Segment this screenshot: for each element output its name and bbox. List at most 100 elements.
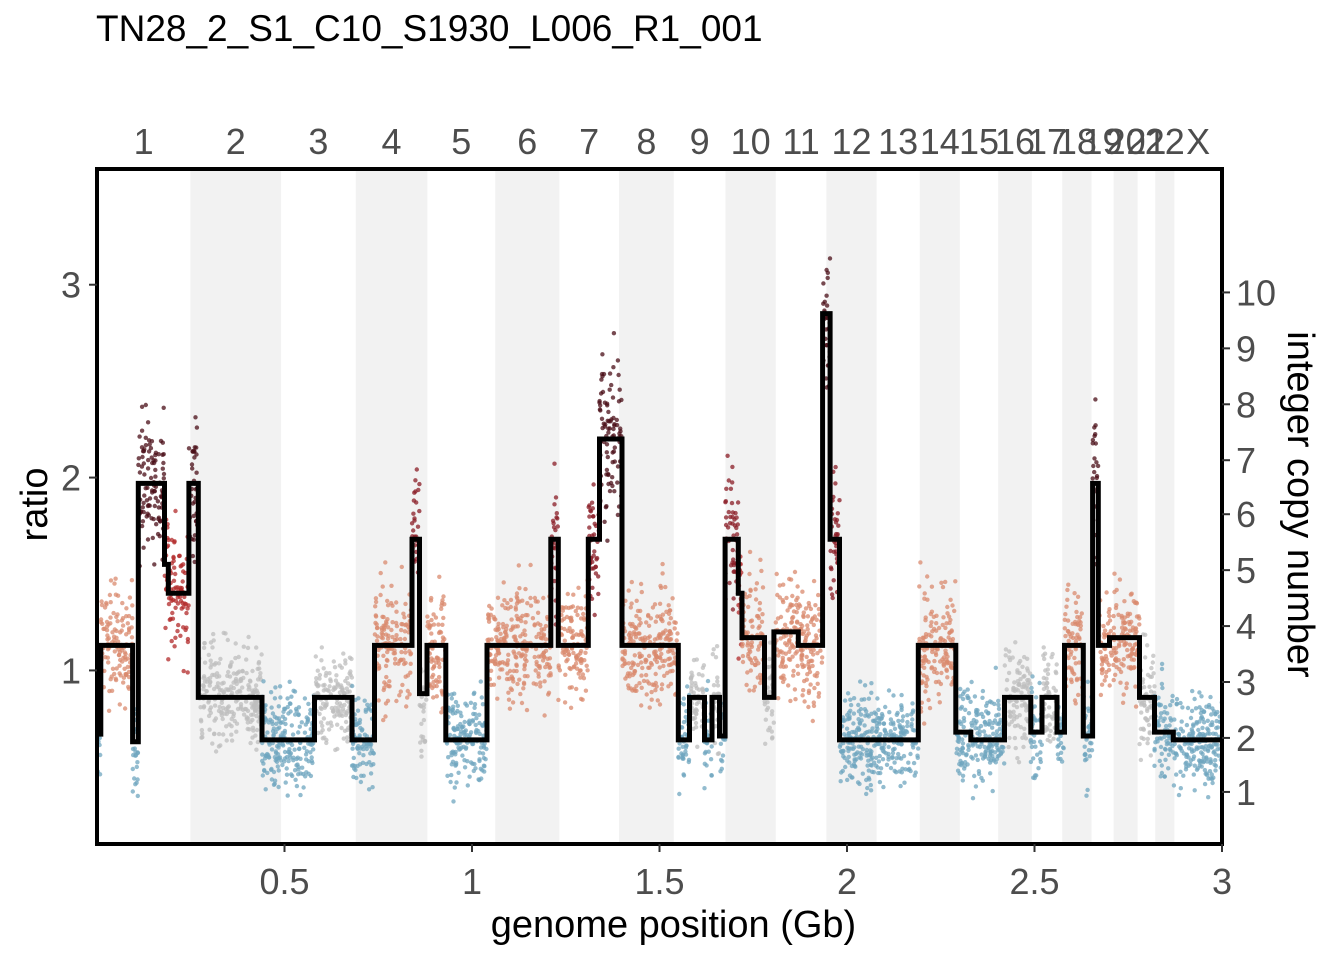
data-point	[809, 658, 815, 664]
data-point	[691, 657, 697, 663]
data-point	[378, 570, 383, 576]
data-point	[301, 785, 306, 790]
data-point	[899, 692, 904, 698]
data-point	[745, 640, 751, 646]
data-point	[763, 717, 768, 722]
data-point	[892, 726, 898, 731]
data-point	[604, 504, 609, 509]
data-point	[590, 585, 595, 590]
data-point	[1156, 702, 1162, 707]
data-point	[763, 741, 768, 746]
data-point	[1065, 597, 1070, 602]
data-point	[1168, 741, 1173, 746]
data-point	[433, 615, 439, 620]
data-point	[143, 486, 148, 491]
data-point	[429, 617, 434, 623]
data-point	[211, 686, 217, 692]
data-point	[960, 778, 965, 783]
data-point	[238, 706, 243, 711]
data-point	[805, 627, 810, 632]
data-point	[115, 639, 121, 644]
data-point	[980, 688, 986, 694]
data-point	[627, 674, 632, 679]
data-point	[153, 467, 158, 473]
data-point	[864, 791, 869, 797]
data-point	[1012, 713, 1017, 718]
data-point	[504, 676, 510, 682]
data-point	[775, 616, 781, 621]
data-point	[578, 675, 583, 680]
data-point	[339, 703, 344, 708]
data-point	[909, 712, 914, 717]
data-point	[555, 524, 560, 529]
data-point	[769, 712, 775, 717]
data-point	[135, 760, 140, 765]
chromosome-label: 5	[451, 121, 471, 162]
chromosome-label: 11	[782, 121, 819, 162]
data-point	[362, 698, 367, 703]
data-point	[628, 605, 633, 610]
data-point	[993, 665, 998, 670]
data-point	[1128, 592, 1134, 597]
data-point	[673, 620, 678, 625]
data-point	[1103, 654, 1109, 659]
data-point	[524, 658, 529, 664]
data-point	[194, 470, 199, 475]
data-point	[941, 615, 946, 620]
data-point	[317, 672, 323, 678]
data-point	[208, 705, 214, 710]
data-point	[1101, 623, 1106, 629]
data-point	[280, 720, 285, 725]
data-point	[846, 754, 851, 760]
data-point	[321, 666, 326, 671]
data-point	[441, 594, 446, 599]
data-point	[439, 688, 444, 693]
data-point	[816, 592, 821, 598]
data-point	[1033, 695, 1039, 700]
data-point	[1116, 658, 1121, 663]
data-point	[176, 622, 181, 628]
data-point	[813, 603, 818, 608]
data-point	[130, 616, 135, 621]
data-point	[213, 749, 219, 754]
chromosome-label: 6	[517, 121, 537, 162]
data-point	[166, 596, 172, 601]
data-point	[811, 578, 817, 584]
data-point	[587, 525, 592, 530]
data-point	[1062, 626, 1068, 631]
data-point	[1174, 696, 1180, 702]
data-point	[1146, 722, 1152, 728]
data-point	[286, 711, 291, 716]
data-point	[810, 663, 815, 669]
data-point	[994, 756, 1000, 762]
data-point	[1214, 725, 1219, 731]
data-point	[953, 579, 958, 584]
data-point	[1111, 613, 1116, 619]
data-point	[1050, 651, 1055, 657]
data-point	[836, 523, 841, 528]
data-point	[590, 506, 595, 511]
data-point	[208, 658, 213, 663]
data-point	[524, 646, 530, 652]
data-point	[629, 665, 634, 671]
data-point	[199, 727, 205, 733]
data-point	[108, 677, 113, 682]
data-point	[607, 488, 613, 494]
data-point	[245, 645, 251, 651]
data-point	[648, 616, 654, 621]
data-point	[449, 762, 454, 767]
data-point	[356, 696, 361, 701]
data-point	[291, 758, 296, 763]
data-point	[400, 682, 405, 688]
y-axis-label: ratio	[14, 468, 56, 542]
data-point	[246, 683, 251, 688]
data-point	[389, 627, 394, 633]
data-point	[1159, 751, 1165, 756]
data-point	[900, 714, 906, 719]
data-point	[487, 616, 492, 621]
data-point	[124, 606, 129, 611]
data-point	[534, 634, 539, 640]
data-point	[257, 666, 262, 671]
data-point	[844, 726, 850, 731]
data-point	[606, 409, 611, 415]
